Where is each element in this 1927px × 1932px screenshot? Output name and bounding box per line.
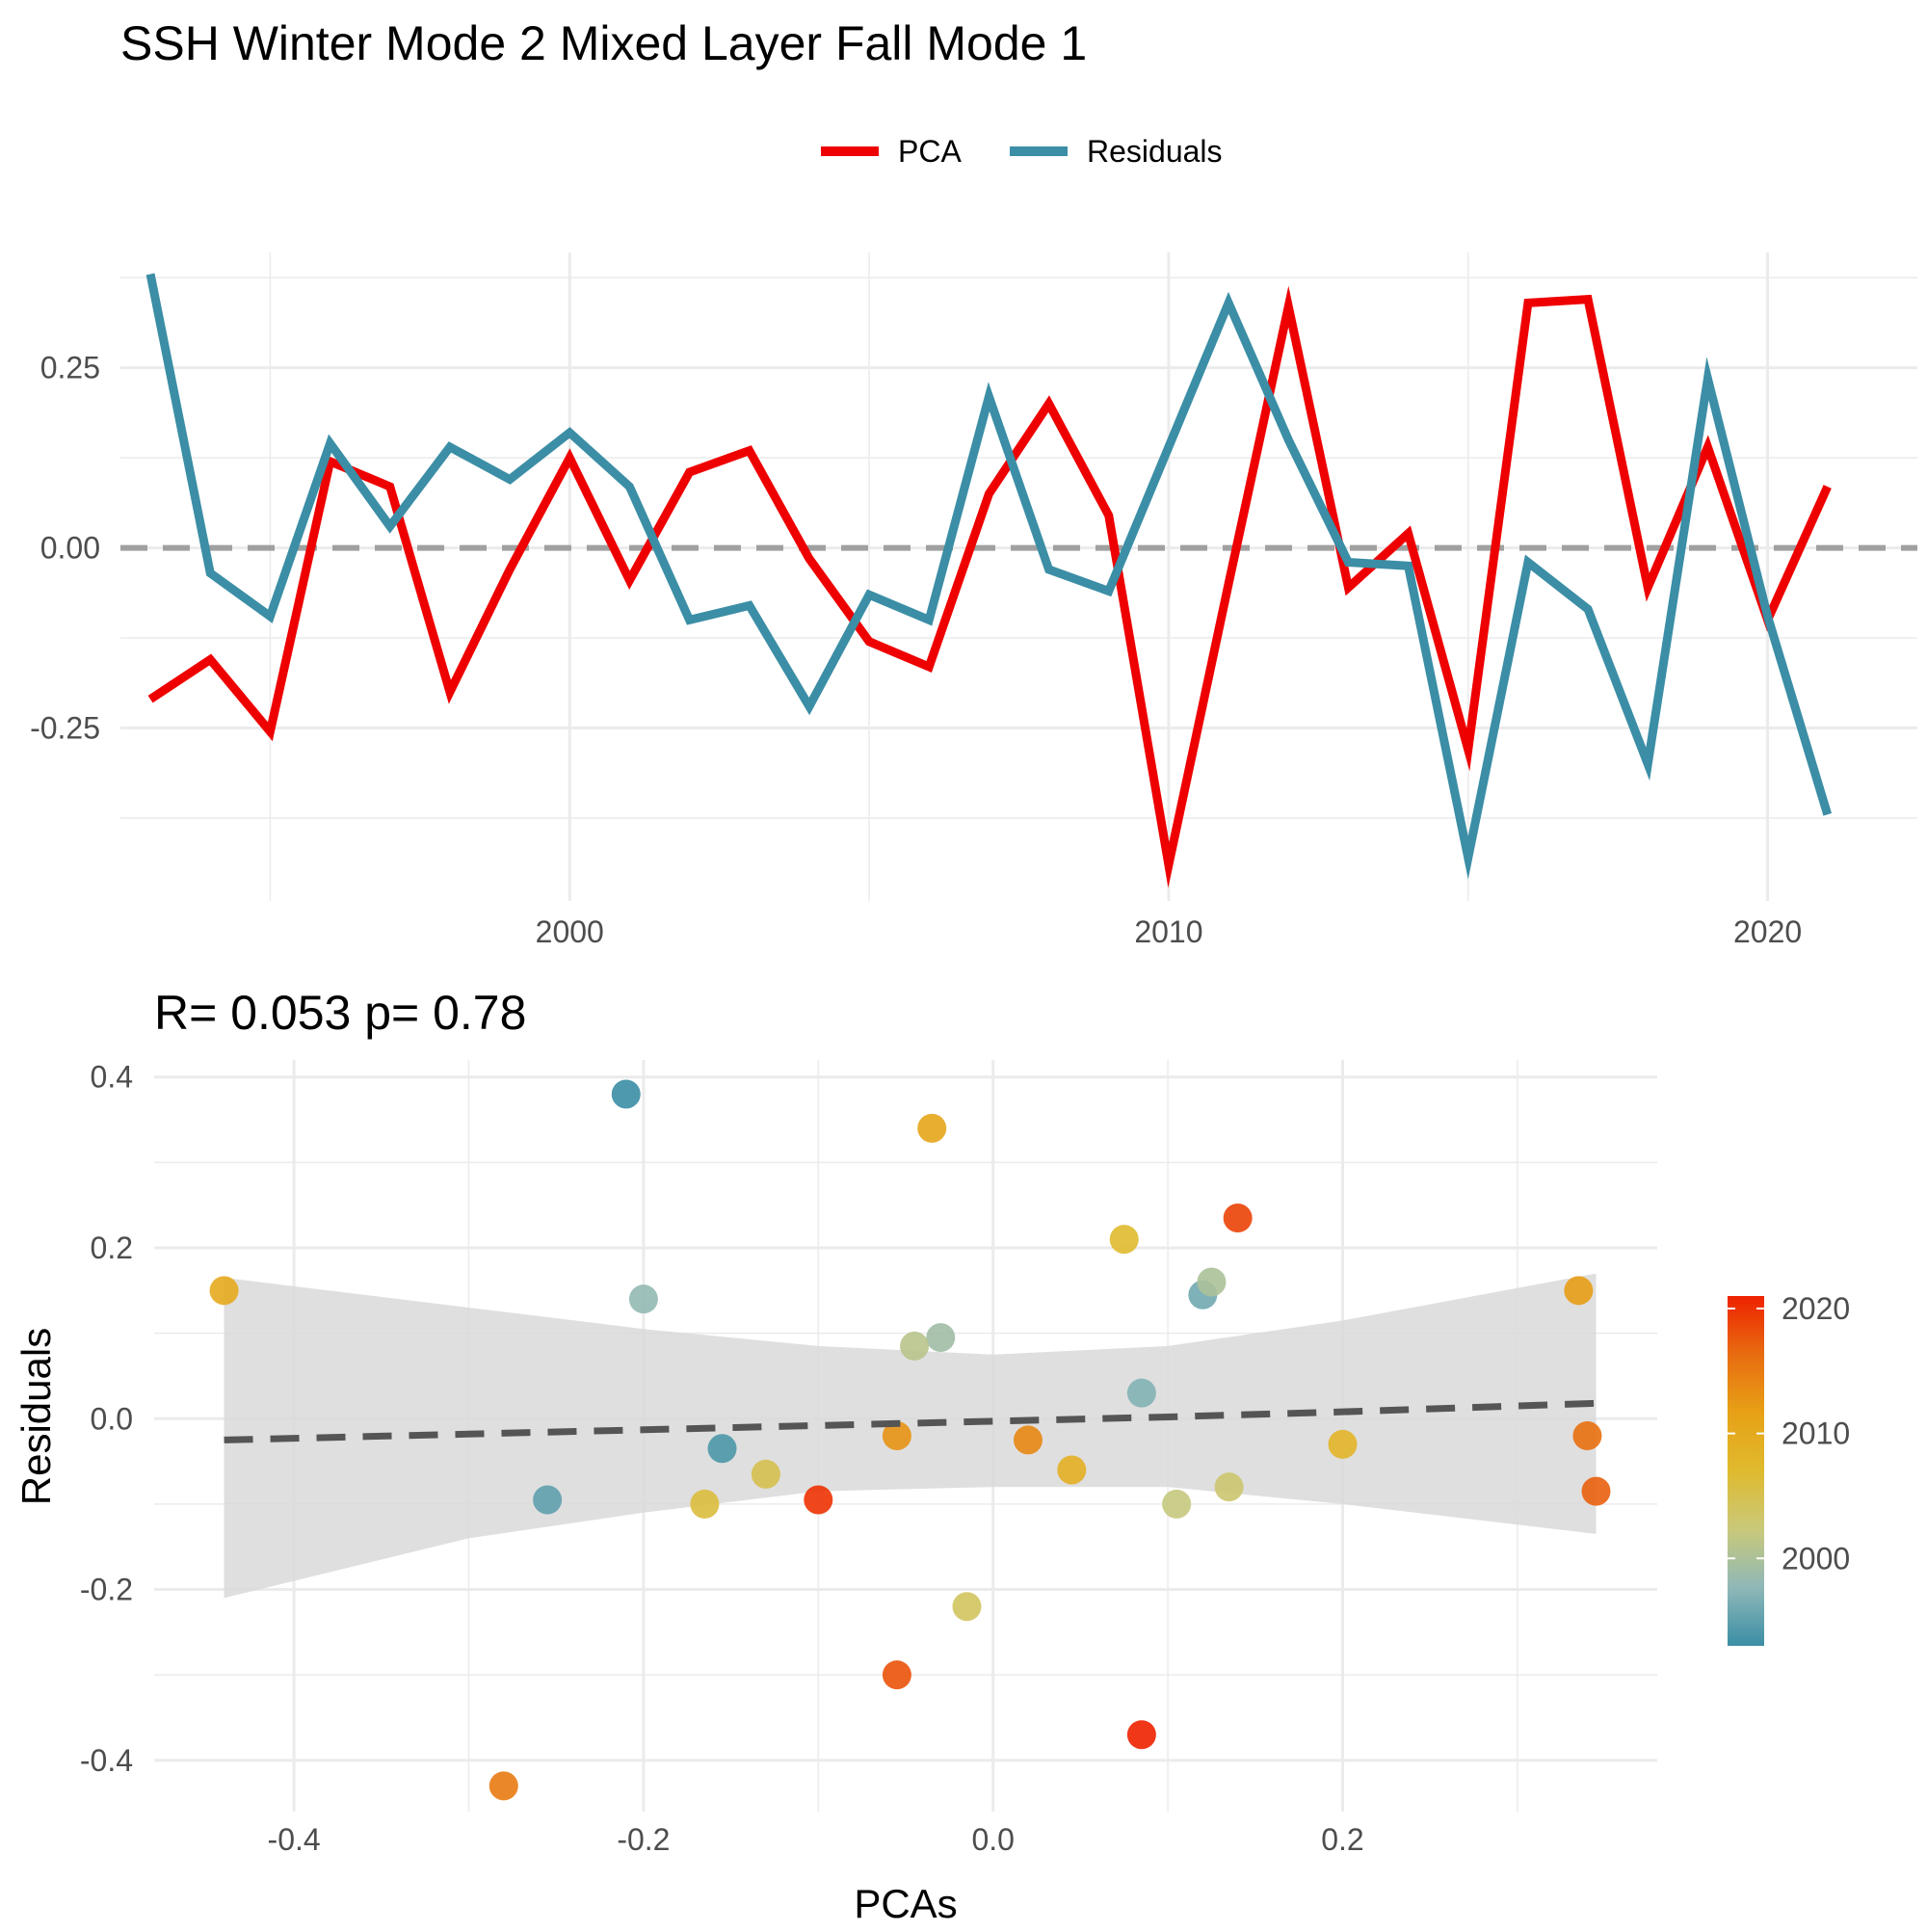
scatter-point <box>952 1592 982 1622</box>
y-tick-label: -0.2 <box>80 1573 133 1607</box>
scatter-point <box>1223 1203 1253 1232</box>
scatter-point <box>917 1113 947 1143</box>
y-axis-title: Residuals <box>13 1328 59 1505</box>
chart-title: SSH Winter Mode 2 Mixed Layer Fall Mode … <box>120 16 1087 70</box>
colorbar <box>1728 1296 1764 1646</box>
y-tick-label: 0.25 <box>40 351 100 385</box>
scatter-point <box>488 1771 518 1801</box>
y-tick-label: 0.00 <box>40 531 100 566</box>
x-tick-label: 2000 <box>536 914 604 949</box>
scatter-point <box>533 1485 563 1515</box>
scatter-point <box>882 1421 911 1450</box>
scatter-point <box>707 1434 737 1464</box>
scatter-point <box>611 1079 641 1109</box>
scatter-point <box>209 1276 239 1306</box>
scatter-point <box>1572 1421 1602 1450</box>
scatter-point <box>1126 1720 1156 1750</box>
x-tick-label: 2020 <box>1733 914 1802 949</box>
regression-line <box>224 1399 1597 1443</box>
scatter-title: R= 0.053 p= 0.78 <box>154 986 526 1040</box>
y-tick-label: -0.25 <box>30 711 100 746</box>
scatter-point <box>882 1660 911 1690</box>
scatter-point <box>1013 1425 1043 1455</box>
scatter-point <box>1581 1476 1611 1506</box>
scatter-point <box>926 1323 956 1353</box>
scatter-point <box>1162 1489 1192 1519</box>
x-tick-label: -0.4 <box>268 1822 321 1857</box>
y-tick-label: 0.0 <box>91 1401 133 1436</box>
legend-label-residuals: Residuals <box>1087 134 1223 169</box>
x-tick-label: 0.2 <box>1321 1822 1363 1857</box>
series-line-pca <box>147 285 1832 888</box>
y-tick-label: 0.4 <box>91 1060 133 1095</box>
x-tick-label: -0.2 <box>617 1822 670 1857</box>
colorbar-tick-label: 2000 <box>1782 1541 1850 1575</box>
y-tick-label: -0.4 <box>80 1743 133 1778</box>
scatter-point <box>1126 1378 1156 1408</box>
series-line-residuals <box>145 273 1833 880</box>
line-chart-panel: -0.25 0.00 0.25 2000 2010 2020 PCA Residuals <box>30 134 1917 949</box>
scatter-point <box>1109 1225 1139 1255</box>
legend-label-pca: PCA <box>898 134 962 169</box>
scatter-point <box>1057 1455 1087 1485</box>
x-tick-label: 2010 <box>1134 914 1202 949</box>
scatter-point <box>804 1485 833 1515</box>
scatter-point <box>751 1459 780 1489</box>
scatter-point <box>1564 1276 1594 1306</box>
scatter-chart-panel: -0.4 -0.2 0.0 0.2 0.4 -0.4 -0.2 0.0 0.2 2000 2010 2… <box>80 1060 1850 1857</box>
scatter-point <box>1197 1267 1227 1297</box>
x-axis-title: PCAs <box>854 1881 957 1926</box>
y-tick-label: 0.2 <box>91 1231 133 1265</box>
scatter-point <box>1328 1429 1358 1459</box>
scatter-point <box>628 1284 658 1314</box>
scatter-point <box>1214 1472 1244 1502</box>
x-tick-label: 0.0 <box>971 1822 1014 1857</box>
scatter-point <box>690 1489 720 1519</box>
scatter-point <box>900 1331 930 1361</box>
colorbar-tick-label: 2020 <box>1782 1291 1850 1326</box>
colorbar-tick-label: 2010 <box>1782 1416 1850 1451</box>
